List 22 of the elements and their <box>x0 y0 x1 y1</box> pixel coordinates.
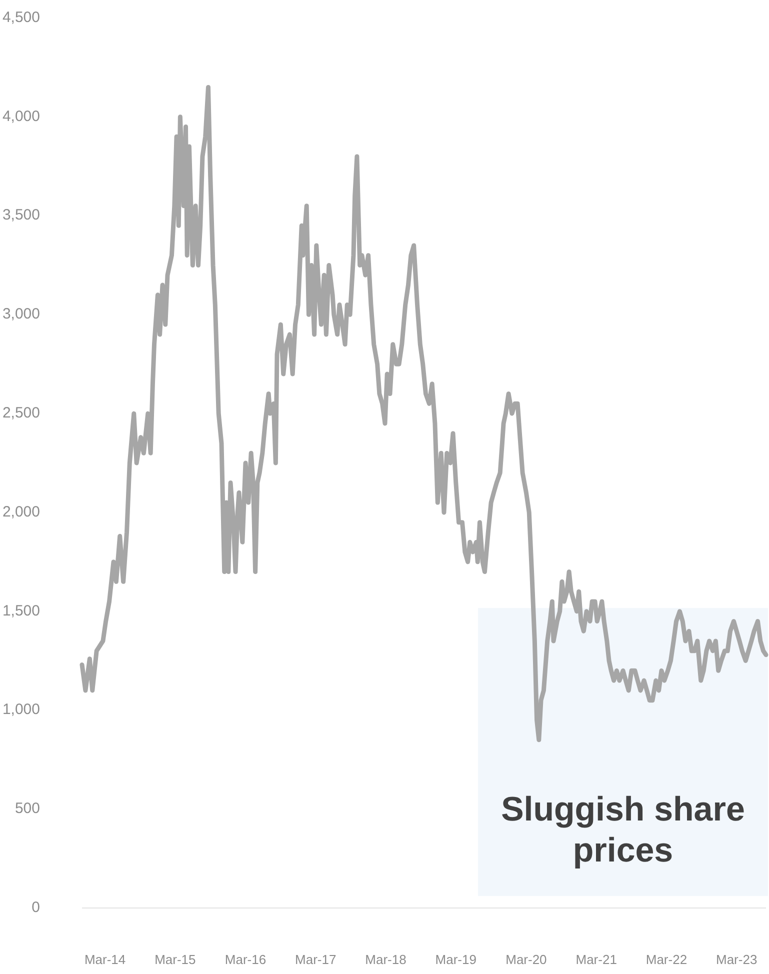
y-tick-label: 2,000 <box>2 503 40 520</box>
x-tick-label: Mar-14 <box>84 952 126 967</box>
y-tick-label: 4,500 <box>2 8 40 26</box>
y-tick-label: 500 <box>14 800 40 818</box>
x-tick-label: Mar-23 <box>716 952 758 967</box>
y-tick-label: 0 <box>32 898 40 916</box>
line-series <box>80 84 768 742</box>
y-tick-label: 2,500 <box>2 404 40 422</box>
annotation: Sluggish share prices <box>501 790 745 870</box>
x-tick-label: Mar-18 <box>365 952 406 967</box>
y-tick-label: 4,000 <box>2 108 40 125</box>
x-tick-label: Mar-21 <box>576 952 617 967</box>
x-tick-label: Mar-20 <box>506 952 547 967</box>
x-tick-label: Mar-16 <box>224 952 266 967</box>
y-tick-label: 1,500 <box>2 602 40 620</box>
x-tick-label: Mar-17 <box>295 952 336 967</box>
y-tick-label: 3,000 <box>2 306 40 323</box>
y-tick-label: 1,000 <box>2 701 40 718</box>
x-tick-label: Mar-19 <box>435 952 476 967</box>
x-tick-label: Mar-22 <box>646 952 688 967</box>
y-tick-label: 3,500 <box>2 206 40 224</box>
x-tick-label: Mar-15 <box>154 952 196 967</box>
